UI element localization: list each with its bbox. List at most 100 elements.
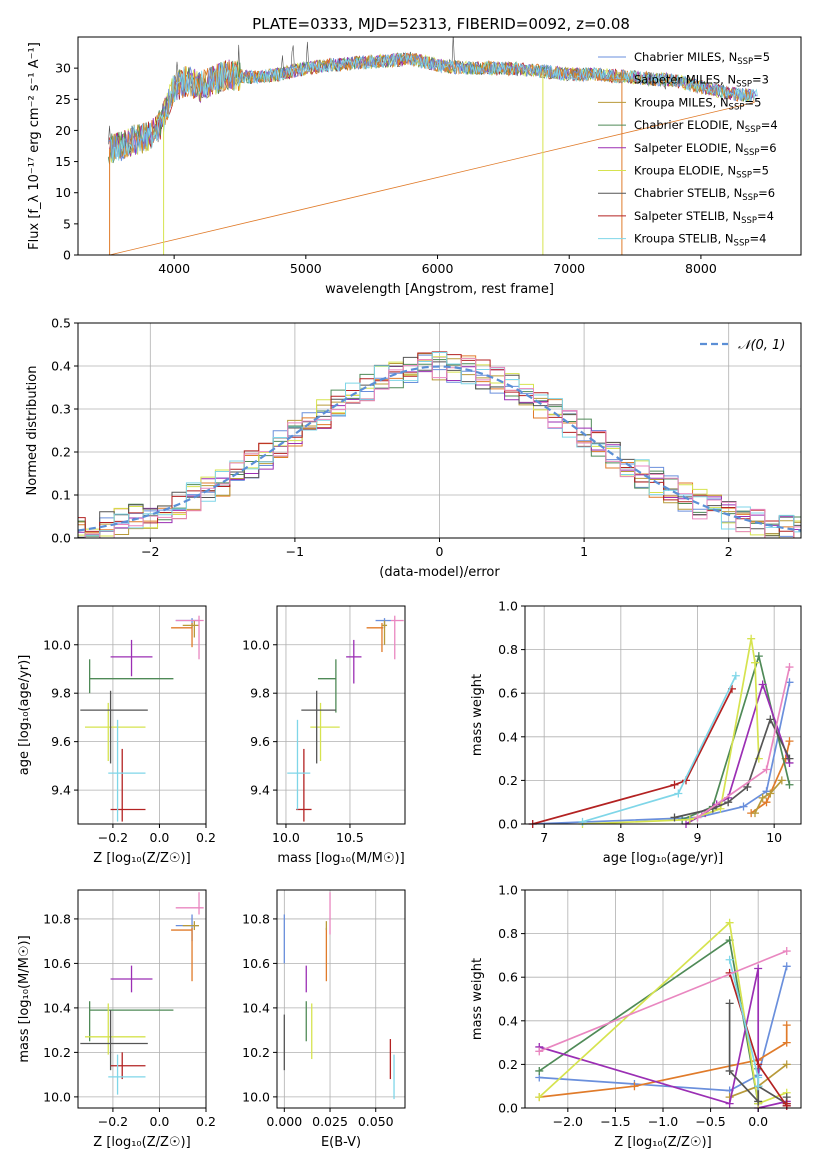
y-tick-label: 20 [55,123,71,138]
legend-label: Chabrier ELODIE, NSSP=4 [634,118,778,135]
weight-marker [724,798,733,807]
spectrum-line [110,51,758,162]
weight-marker [754,1097,763,1106]
error-bar-point [175,892,204,915]
x-axis-label: Z [log₁₀(Z/Z☉)] [93,1135,190,1150]
weight-marker [754,964,763,973]
y-tick-label: 10.8 [242,911,270,926]
weight-marker [739,802,748,811]
y-axis-label: age [log₁₀(age/yr)] [17,655,32,776]
y-axis-label: mass [log₁₀(M/M☉)] [17,935,32,1062]
x-tick-label: 0.050 [358,1114,394,1129]
age-vs-mass-panel: 10.0 10.5 9.4 9.6 9.8 10.0 mass [log₁₀(M/M☉)] [242,605,406,866]
weight-marker [685,815,694,824]
y-tick-label: 9.6 [250,734,270,749]
weight-marker [754,1082,763,1091]
y-tick-label: 10.0 [242,637,270,652]
axes-frame [77,889,207,1109]
legend-label: Salpeter STELIB, NSSP=4 [634,209,774,226]
error-bar-point [175,615,204,660]
x-tick-label: 2 [725,544,733,559]
weight-line [697,666,791,819]
y-tick-label: 10.0 [43,1089,71,1104]
x-tick-label: −0.2 [98,1114,128,1129]
y-axis-label: Flux [f_λ 10⁻¹⁷ erg cm⁻² s⁻¹ A⁻¹] [27,42,42,250]
weight-vs-age-panel: 7 8 9 10 0.0 0.2 0.4 0.6 0.8 1.0 age [log₁₀(age/yr… [470,599,802,866]
weight-marker [535,1047,544,1056]
y-axis-label: Normed distribution [25,366,40,496]
mass-vs-ebv-panel: 0.000 0.025 0.050 10.0 10.2 10.4 10.6 10.8 E(B-V… [242,889,406,1150]
error-bar-point [80,1010,148,1071]
y-tick-label: 10.4 [43,1000,71,1015]
weight-marker [670,813,679,822]
x-axis-label: E(B-V) [321,1135,361,1150]
x-tick-label: 8000 [685,261,717,276]
legend-label: Chabrier MILES, NSSP=5 [634,50,770,67]
y-tick-label: 9.8 [250,686,270,701]
legend-label: Kroupa ELODIE, NSSP=5 [634,164,769,181]
error-bar-point [182,921,200,931]
weight-marker [693,813,702,822]
y-tick-label: 0.2 [498,773,518,788]
y-tick-label: 9.6 [51,734,71,749]
legend-label: 𝒩(0, 1) [738,338,785,353]
error-bar-point [296,748,312,822]
error-bar-point [108,719,146,822]
weight-vs-metallicity-panel: −2.0 −1.5 −1.0 −0.5 0.0 0.0 0.2 0.4 0.6 0.8 1.0 Z [… [470,883,802,1150]
error-bar-point [88,1001,174,1042]
y-tick-label: 10.2 [43,1045,71,1060]
axes-frame [524,605,802,825]
weight-marker [670,780,679,789]
y-tick-label: 0.2 [51,445,71,460]
y-tick-label: 10.0 [43,637,71,652]
x-tick-label: 0.0 [150,1114,170,1129]
x-tick-label: 4000 [158,261,190,276]
weight-marker [535,1066,544,1075]
weight-marker [782,962,791,971]
weight-marker [785,754,794,763]
weight-marker [782,1038,791,1047]
error-bar-point [375,618,391,628]
histogram-step [78,351,801,538]
y-tick-label: 10.8 [43,911,71,926]
weight-marker [725,999,734,1008]
error-bar-point [88,659,174,694]
weight-marker [782,1021,791,1030]
x-axis-label: age [log₁₀(age/yr)] [603,851,724,866]
axes-frame [77,605,207,825]
y-tick-label: 0.6 [498,970,518,985]
weight-marker [782,1060,791,1069]
x-axis-label: mass [log₁₀(M/M☉)] [277,851,404,866]
error-bar-point [80,690,148,764]
spectrum-line [108,54,757,162]
y-tick-label: 0.4 [498,729,518,744]
y-tick-label: 10.4 [242,1000,270,1015]
y-tick-label: 9.8 [51,686,71,701]
error-bar-point [175,914,200,942]
weight-marker [743,782,752,791]
error-bar-point [84,1003,146,1055]
residuals-histogram-panel: −2 −1 0 1 2 0.0 0.1 0.2 0.3 0.4 0.5 (data-model)/er… [25,316,802,580]
weight-marker [725,1099,734,1108]
weight-line [532,688,733,824]
weight-marker [725,1066,734,1075]
axes-frame [276,605,406,825]
y-tick-label: 0.1 [51,488,71,503]
y-tick-label: 0.2 [498,1057,518,1072]
y-tick-label: 10.2 [242,1045,270,1060]
legend-label: Chabrier STELIB, NSSP=6 [634,186,775,203]
y-tick-label: 30 [55,61,71,76]
y-tick-label: 10.6 [43,956,71,971]
x-tick-label: 0.0 [150,830,170,845]
y-tick-label: 0 [63,248,71,263]
x-tick-label: 10.0 [272,830,300,845]
y-tick-label: 0.0 [51,531,71,546]
x-tick-label: −1.0 [648,1114,678,1129]
x-axis-label: (data-model)/error [379,565,500,580]
y-tick-label: 9.4 [250,783,270,798]
error-bar-point [110,1052,146,1080]
weight-marker [782,1099,791,1108]
error-bar-point [301,690,336,764]
y-tick-label: 1.0 [498,599,518,614]
